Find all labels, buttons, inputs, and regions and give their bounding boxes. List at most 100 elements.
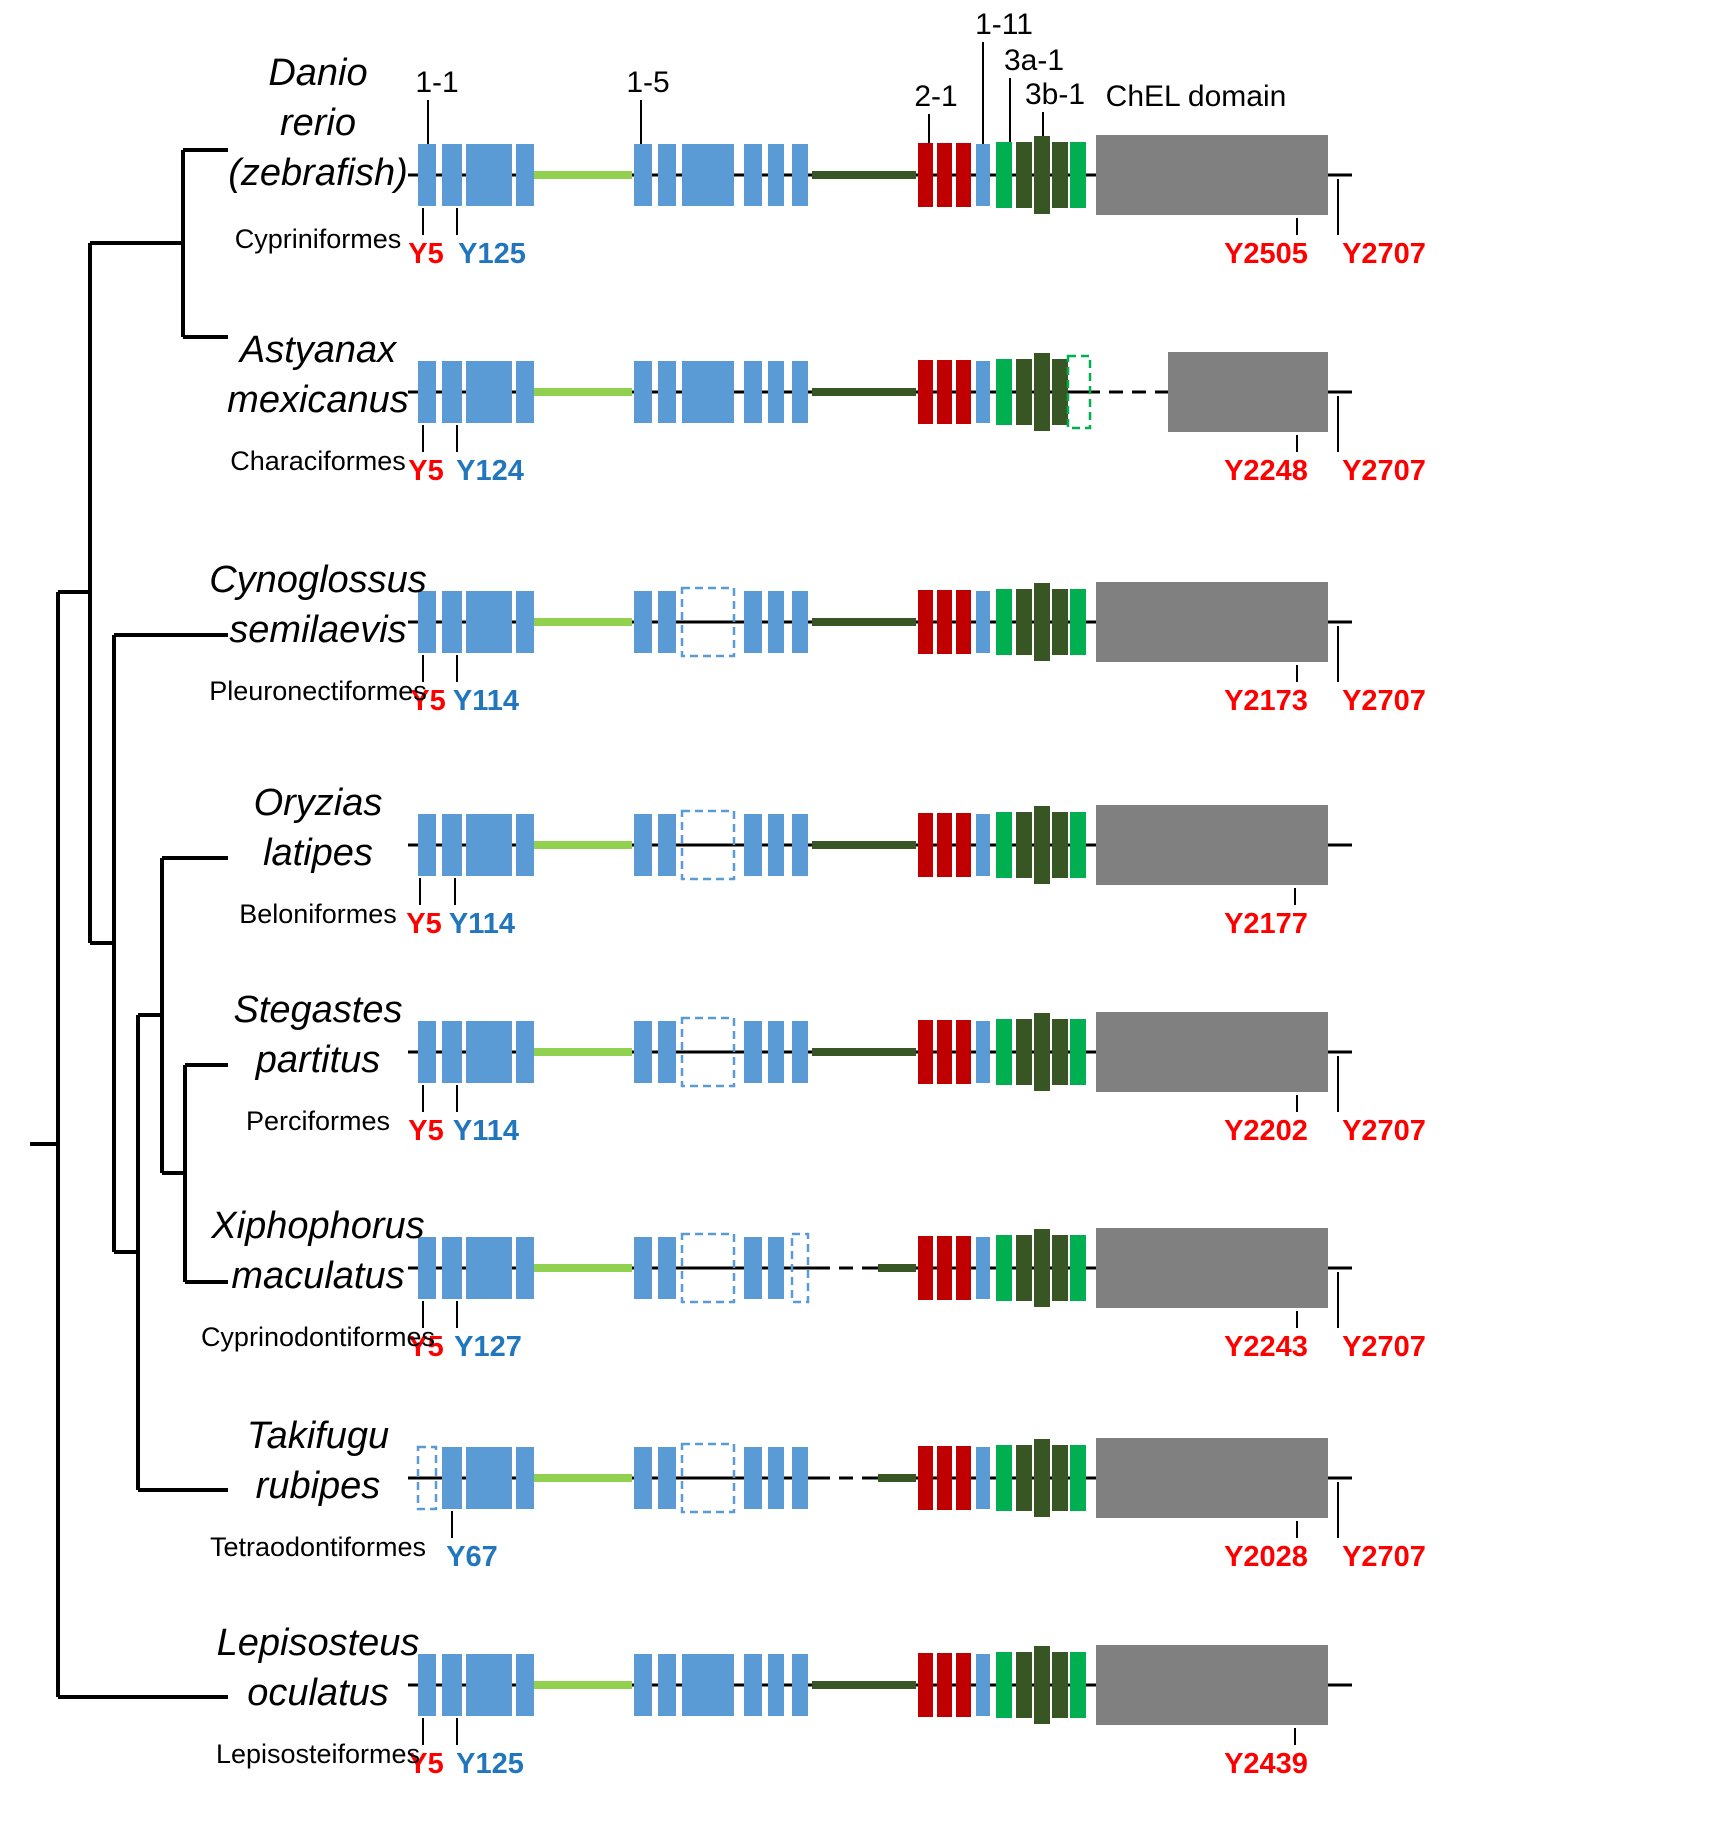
linker-light-green — [534, 1681, 632, 1689]
linker-light-green — [534, 1474, 632, 1482]
linker-dark-green — [812, 171, 916, 179]
exon-box-red — [918, 1020, 933, 1084]
chel-domain-box — [1096, 582, 1328, 662]
missing-exon-box — [680, 1442, 736, 1514]
residue-label: Y5 — [408, 1748, 443, 1780]
exon-box-dark-green — [1052, 1235, 1068, 1301]
exon-box-red — [918, 813, 933, 877]
chel-domain-box — [1096, 1438, 1328, 1518]
exon-box-dark-green — [1052, 1445, 1068, 1511]
exon-box-blue — [516, 1447, 534, 1509]
residue-label: Y2202 — [1224, 1115, 1308, 1147]
exon-box-dark-green — [1052, 142, 1068, 208]
missing-exon-box — [680, 1232, 736, 1304]
exon-box-blue — [682, 1654, 734, 1716]
exon-box-blue — [442, 814, 462, 876]
domain-label: 3a-1 — [1004, 44, 1064, 77]
exon-box-bright-green — [996, 589, 1012, 655]
domain-label: 3b-1 — [1025, 78, 1085, 111]
exon-box-blue — [442, 1237, 462, 1299]
exon-box-blue — [418, 591, 436, 653]
linker-light-green — [534, 171, 632, 179]
exon-box-dark-green — [1016, 1235, 1032, 1301]
exon-box-blue — [792, 1447, 808, 1509]
exon-box-red — [956, 1236, 971, 1300]
exon-box-blue — [442, 591, 462, 653]
exon-box-dark-green — [1016, 1652, 1032, 1718]
exon-box-blue — [418, 1237, 436, 1299]
exon-box-blue — [768, 144, 784, 206]
exon-box-bright-green — [996, 812, 1012, 878]
exon-box-bright-green — [996, 1652, 1012, 1718]
exon-box-blue — [658, 1654, 676, 1716]
residue-label: Y114 — [449, 908, 515, 940]
exon-box-dark-green — [1016, 142, 1032, 208]
exon-box-blue — [634, 1447, 652, 1509]
residue-label: Y5 — [408, 238, 443, 270]
exon-box-bright-green — [1070, 1445, 1086, 1511]
exon-box-blue — [466, 591, 512, 653]
exon-box-blue — [976, 144, 990, 206]
exon-box-red — [956, 1446, 971, 1510]
exon-box-blue — [634, 1654, 652, 1716]
exon-box-bright-green — [1070, 142, 1086, 208]
order-name: Cypriniformes — [235, 224, 402, 254]
exon-box-red — [937, 590, 952, 654]
domain-label: 1-5 — [626, 66, 669, 99]
exon-box-red — [918, 143, 933, 207]
residue-label: Y2177 — [1224, 908, 1308, 940]
exon-box-blue — [744, 361, 762, 423]
exon-box-blue — [634, 144, 652, 206]
exon-box-red — [937, 1020, 952, 1084]
exon-box-red — [937, 813, 952, 877]
species-name-line: Astyanax — [238, 329, 398, 371]
exon-box-blue — [442, 361, 462, 423]
linker-dark-green — [812, 841, 916, 849]
exon-box-blue — [516, 814, 534, 876]
exon-box-blue — [466, 1654, 512, 1716]
exon-box-blue — [744, 1654, 762, 1716]
exon-box-bright-green — [1070, 589, 1086, 655]
linker-dark-green — [878, 1474, 916, 1482]
exon-box-blue — [744, 591, 762, 653]
species-name-line: Stegastes — [234, 989, 403, 1031]
order-name: Perciformes — [246, 1106, 390, 1136]
exon-box-blue — [516, 591, 534, 653]
exon-box-dark-green — [1034, 806, 1050, 884]
exon-box-blue — [744, 814, 762, 876]
species-name-line: (zebrafish) — [228, 152, 408, 194]
exon-box-dark-green — [1034, 1229, 1050, 1307]
exon-box-blue — [442, 1021, 462, 1083]
chel-domain-box — [1096, 135, 1328, 215]
exon-box-red — [937, 1446, 952, 1510]
exon-box-blue — [792, 1021, 808, 1083]
exon-box-red — [918, 1653, 933, 1717]
residue-label: Y2243 — [1224, 1331, 1308, 1363]
order-name: Beloniformes — [239, 899, 397, 929]
exon-box-blue — [682, 361, 734, 423]
exon-box-blue — [466, 144, 512, 206]
chel-domain-box — [1096, 1012, 1328, 1092]
residue-label: Y2173 — [1224, 685, 1308, 717]
exon-box-bright-green — [996, 1235, 1012, 1301]
residue-label: Y125 — [458, 238, 526, 270]
linker-dark-green — [878, 1264, 916, 1272]
exon-box-dark-green — [1016, 812, 1032, 878]
exon-box-blue — [976, 1237, 990, 1299]
residue-label: Y114 — [453, 1115, 519, 1147]
residue-label: Y2707 — [1342, 1541, 1426, 1573]
missing-exon-box — [680, 586, 736, 658]
exon-box-blue — [744, 1021, 762, 1083]
domain-label: 2-1 — [914, 80, 957, 113]
species-name-line: semilaevis — [229, 609, 406, 651]
missing-exon-box — [790, 1232, 810, 1304]
species-name-line: latipes — [263, 832, 373, 874]
exon-box-dark-green — [1016, 1445, 1032, 1511]
exon-box-blue — [418, 361, 436, 423]
exon-box-blue — [634, 1021, 652, 1083]
linker-light-green — [534, 841, 632, 849]
exon-box-blue — [418, 144, 436, 206]
residue-label: Y5 — [406, 908, 441, 940]
exon-box-red — [937, 1653, 952, 1717]
